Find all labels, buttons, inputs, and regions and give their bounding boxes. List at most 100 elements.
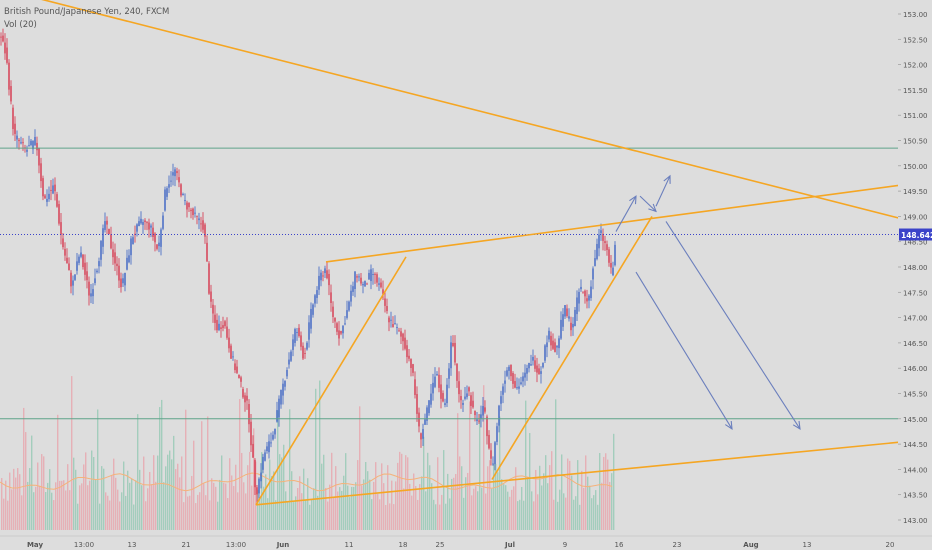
trendline-upper-descending[interactable] <box>0 0 932 228</box>
candle-body <box>290 351 292 361</box>
trendline-rising-left[interactable] <box>255 256 407 506</box>
volume-bar <box>247 465 249 530</box>
price-tick-label: 150.50 <box>903 138 928 146</box>
candle-body <box>350 290 352 302</box>
volume-bar <box>289 409 291 530</box>
candle-body <box>104 221 106 230</box>
candle-body <box>410 359 412 369</box>
candle-body <box>600 230 602 234</box>
volume-bar <box>445 503 447 530</box>
trendline-channel-top-right[interactable] <box>325 180 932 263</box>
volume-bar <box>97 409 99 530</box>
candle-body <box>186 202 188 210</box>
candle-body <box>28 145 30 147</box>
candle-body <box>576 297 578 315</box>
volume-bar <box>255 461 257 530</box>
candle-body <box>562 314 564 327</box>
candle-body <box>542 362 544 368</box>
candle-body <box>208 263 210 294</box>
candle-body <box>614 244 616 266</box>
volume-bar <box>339 487 341 530</box>
volume-bar <box>233 486 235 530</box>
volume-bar <box>127 470 129 530</box>
candle-body <box>446 384 448 404</box>
candle-body <box>466 393 468 398</box>
candle-body <box>426 407 428 421</box>
volume-bar <box>301 493 303 530</box>
candle-body <box>412 364 414 373</box>
candle-body <box>438 374 440 388</box>
volume-bar <box>449 498 451 530</box>
trendline-rising-right[interactable] <box>491 215 653 480</box>
up-arrow-2[interactable] <box>655 175 671 207</box>
candle-body <box>120 278 122 288</box>
trendline-channel-bottom[interactable] <box>255 438 932 506</box>
volume-bar <box>395 481 397 530</box>
candle-body <box>368 272 370 280</box>
volume-bar <box>143 456 145 530</box>
volume-bar <box>103 468 105 530</box>
price-tick-label: 153.00 <box>903 11 928 19</box>
candle-body <box>604 241 606 244</box>
candle-body <box>96 270 98 273</box>
volume-bar <box>27 481 29 530</box>
candle-body <box>612 267 614 276</box>
down-arrow-long-2[interactable] <box>665 221 801 430</box>
volume-bar <box>213 482 215 530</box>
volume-bar <box>415 486 417 530</box>
candle-body <box>424 419 426 425</box>
candle-body <box>220 327 222 329</box>
down-arrow-1[interactable] <box>639 195 657 212</box>
volume-bar <box>453 477 455 530</box>
price-tick-label: 147.50 <box>903 289 928 297</box>
volume-bar <box>545 455 547 530</box>
candle-body <box>536 365 538 373</box>
down-arrow-long-1[interactable] <box>635 271 733 430</box>
volume-bar <box>437 457 439 530</box>
candle-body <box>544 345 546 361</box>
volume-bar <box>465 477 467 530</box>
candle-body <box>228 337 230 349</box>
candle-body <box>230 345 232 359</box>
candle-body <box>398 330 400 332</box>
up-arrow-1[interactable] <box>615 195 637 232</box>
volume-bar <box>461 466 463 530</box>
volume-bar <box>551 451 553 530</box>
time-tick-label: Jun <box>276 541 290 549</box>
volume-bar <box>367 471 369 530</box>
candle-body <box>504 380 506 384</box>
volume-bar <box>531 491 533 530</box>
volume-bar <box>355 482 357 530</box>
candle-body <box>188 202 190 208</box>
price-axis[interactable] <box>898 0 932 550</box>
candle-body <box>338 330 340 339</box>
candle-body <box>76 261 78 271</box>
volume-bar <box>303 468 305 530</box>
volume-bar <box>553 499 555 530</box>
candle-body <box>222 325 224 329</box>
candle-body <box>430 393 432 405</box>
volume-bar <box>235 464 237 530</box>
volume-bar <box>225 483 227 530</box>
candle-body <box>78 256 80 263</box>
price-tick-label: 146.50 <box>903 340 928 348</box>
volume-bar <box>43 456 45 530</box>
candle-body <box>580 286 582 290</box>
candle-body <box>520 382 522 385</box>
candle-body <box>460 396 462 401</box>
volume-bar <box>275 500 277 530</box>
volume-bar <box>525 400 527 530</box>
time-axis[interactable] <box>0 536 932 550</box>
volume-bar <box>295 496 297 530</box>
price-tick-label: 149.50 <box>903 188 928 196</box>
candle-body <box>62 238 64 248</box>
volume-bar <box>375 462 377 530</box>
volume-bar <box>179 477 181 530</box>
volume-bar <box>517 501 519 530</box>
candle-body <box>110 234 112 249</box>
candle-body <box>374 273 376 275</box>
candle-body <box>492 463 494 465</box>
volume-bar <box>363 479 365 530</box>
